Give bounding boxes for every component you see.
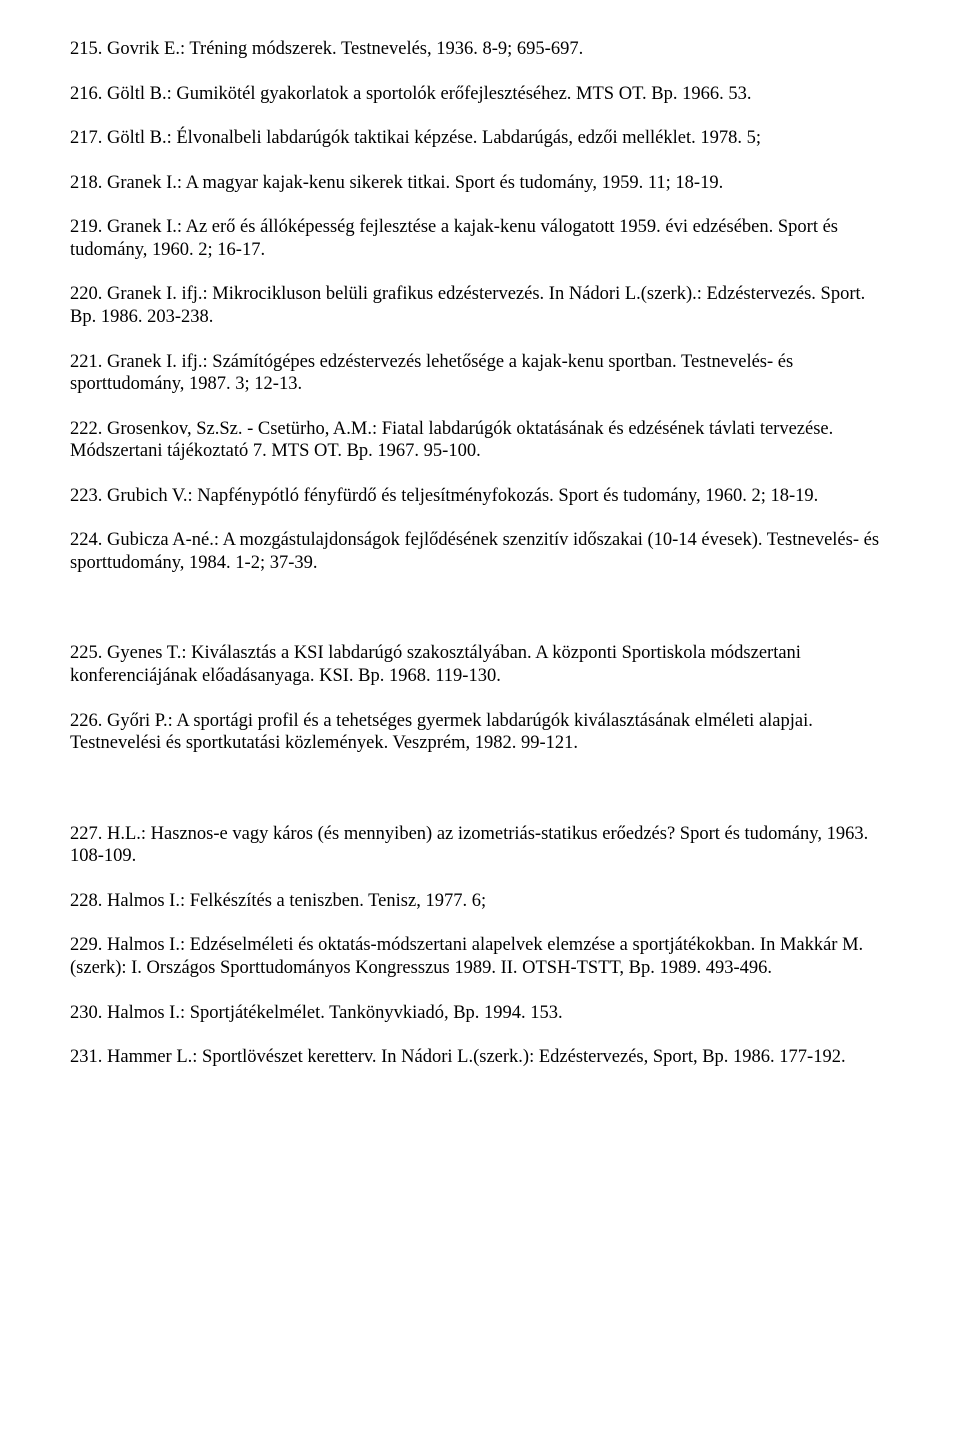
entry-text: 220. Granek I. ifj.: Mikrocikluson belül… [70, 284, 865, 327]
bibliography-entry: 224. Gubicza A-né.: A mozgástulajdonságo… [70, 529, 890, 574]
bibliography-entry: 226. Győri P.: A sportági profil és a te… [70, 710, 890, 755]
bibliography-entry: 218. Granek I.: A magyar kajak-kenu sike… [70, 172, 890, 195]
entry-text: 225. Gyenes T.: Kiválasztás a KSI labdar… [70, 643, 801, 686]
bibliography-entry: 216. Göltl B.: Gumikötél gyakorlatok a s… [70, 83, 890, 106]
bibliography-entry: 227. H.L.: Hasznos-e vagy káros (és menn… [70, 823, 890, 868]
entry-text: 222. Grosenkov, Sz.Sz. - Csetürho, A.M.:… [70, 419, 833, 462]
entry-text: 229. Halmos I.: Edzéselméleti és oktatás… [70, 935, 863, 978]
entry-text: 227. H.L.: Hasznos-e vagy káros (és menn… [70, 824, 868, 867]
bibliography-entry: 225. Gyenes T.: Kiválasztás a KSI labdar… [70, 642, 890, 687]
entry-text: 224. Gubicza A-né.: A mozgástulajdonságo… [70, 530, 879, 573]
bibliography-entry: 229. Halmos I.: Edzéselméleti és oktatás… [70, 934, 890, 979]
entry-text: 226. Győri P.: A sportági profil és a te… [70, 711, 813, 754]
entry-text: 218. Granek I.: A magyar kajak-kenu sike… [70, 173, 723, 193]
bibliography-entry: 228. Halmos I.: Felkészítés a teniszben.… [70, 890, 890, 913]
entry-text: 231. Hammer L.: Sportlövészet keretterv.… [70, 1047, 846, 1067]
entry-text: 228. Halmos I.: Felkészítés a teniszben.… [70, 891, 486, 911]
bibliography-entry: 231. Hammer L.: Sportlövészet keretterv.… [70, 1046, 890, 1069]
bibliography-entry: 219. Granek I.: Az erő és állóképesség f… [70, 216, 890, 261]
entry-text: 221. Granek I. ifj.: Számítógépes edzést… [70, 352, 793, 395]
bibliography-entry: 220. Granek I. ifj.: Mikrocikluson belül… [70, 283, 890, 328]
entry-text: 230. Halmos I.: Sportjátékelmélet. Tankö… [70, 1003, 563, 1023]
bibliography-entry: 217. Göltl B.: Élvonalbeli labdarúgók ta… [70, 127, 890, 150]
entry-text: 215. Govrik E.: Tréning módszerek. Testn… [70, 39, 583, 59]
entry-text: 217. Göltl B.: Élvonalbeli labdarúgók ta… [70, 128, 761, 148]
bibliography-entry: 223. Grubich V.: Napfénypótló fényfürdő … [70, 485, 890, 508]
bibliography-entry: 230. Halmos I.: Sportjátékelmélet. Tankö… [70, 1002, 890, 1025]
entry-text: 223. Grubich V.: Napfénypótló fényfürdő … [70, 486, 818, 506]
bibliography-entry: 222. Grosenkov, Sz.Sz. - Csetürho, A.M.:… [70, 418, 890, 463]
entry-text: 219. Granek I.: Az erő és állóképesség f… [70, 217, 838, 260]
bibliography-entry: 215. Govrik E.: Tréning módszerek. Testn… [70, 38, 890, 61]
entry-text: 216. Göltl B.: Gumikötél gyakorlatok a s… [70, 84, 751, 104]
bibliography-entry: 221. Granek I. ifj.: Számítógépes edzést… [70, 351, 890, 396]
